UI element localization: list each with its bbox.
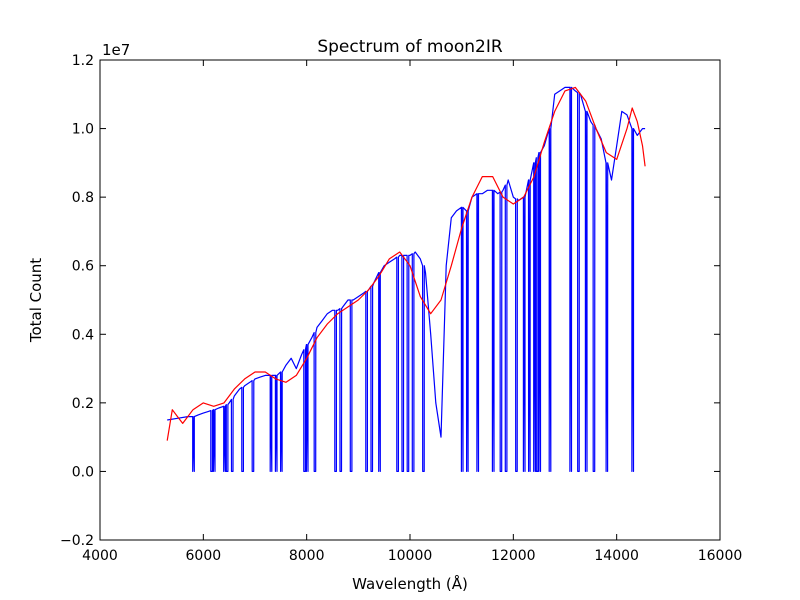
y-tick-label: 0.6 <box>72 259 94 275</box>
y-multiplier-label: 1e7 <box>102 41 130 59</box>
y-tick-label: 0.0 <box>72 464 94 480</box>
plot-frame <box>99 59 721 541</box>
x-tick-label: 10000 <box>388 548 433 564</box>
x-axis-title: Wavelength (Å) <box>352 574 468 593</box>
tick-layer: 4000 6000 8000 10000 12000 14000 16000 −0.2 0.0 0… <box>60 53 742 564</box>
y-tick-label: 1.0 <box>72 122 94 138</box>
fit-line <box>166 86 646 441</box>
plot-background <box>100 60 720 540</box>
x-tick-label: 16000 <box>698 548 743 564</box>
x-tick-label: 4000 <box>82 548 118 564</box>
chart-title: Spectrum of moon2IR <box>317 37 503 57</box>
y-tick-label: 0.2 <box>72 396 94 412</box>
y-tick-label: 0.4 <box>72 327 94 343</box>
x-tick-label: 6000 <box>186 548 222 564</box>
spectrum-line <box>167 86 646 472</box>
y-tick-label: 0.8 <box>72 190 94 206</box>
series-layer <box>166 86 646 472</box>
y-tick-label: −0.2 <box>60 533 94 549</box>
x-tick-label: 12000 <box>491 548 536 564</box>
y-tick-label: 1.2 <box>72 53 94 69</box>
x-tick-label: 14000 <box>594 548 639 564</box>
x-tick-label: 8000 <box>289 548 325 564</box>
y-axis-title: Total Count <box>27 258 45 343</box>
